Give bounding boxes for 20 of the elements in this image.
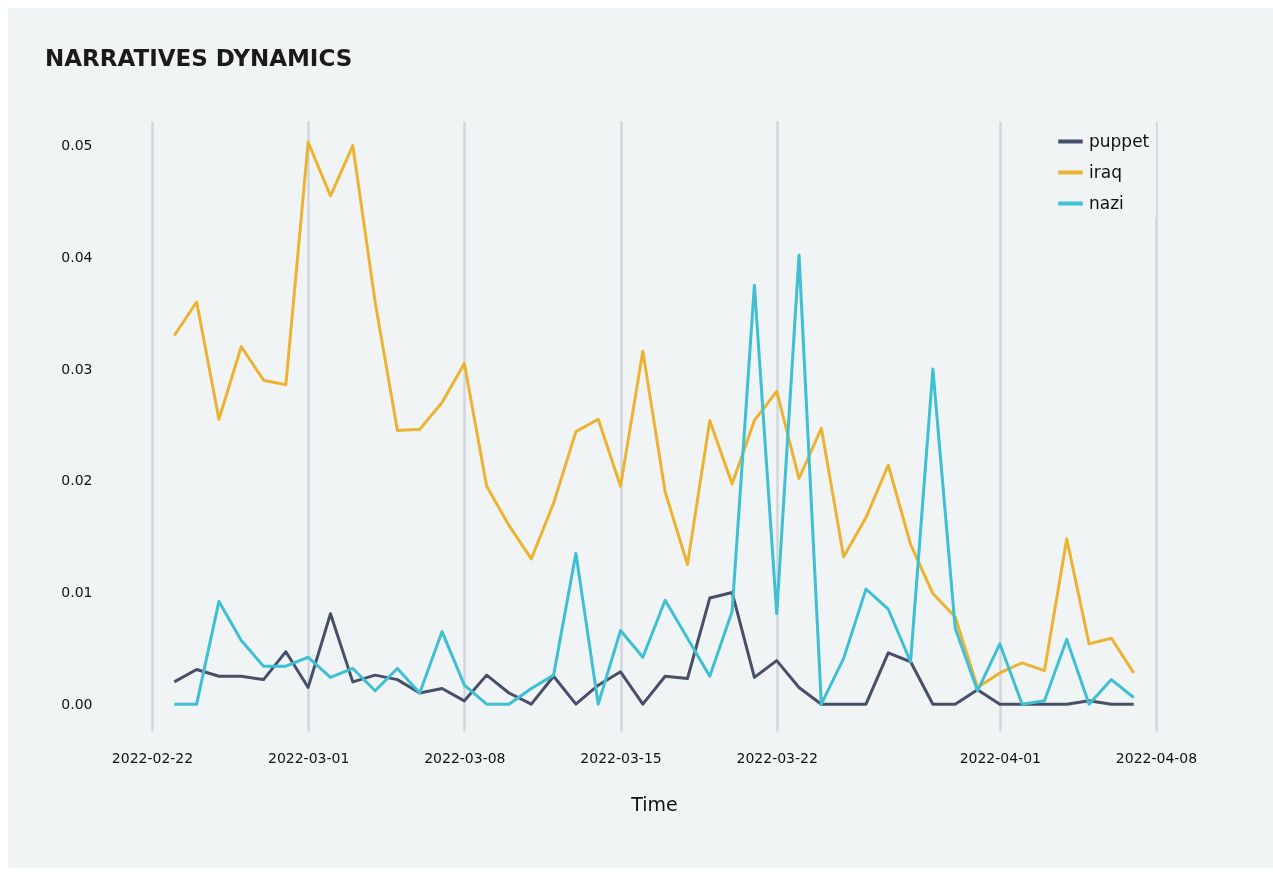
y-tick-label: 0.04 bbox=[61, 248, 93, 265]
line-series bbox=[172, 253, 1136, 706]
y-tick-label: 0.02 bbox=[61, 472, 93, 489]
chart-title: NARRATIVES DYNAMICS bbox=[45, 45, 353, 71]
y-tick-label: 0.05 bbox=[61, 137, 93, 154]
x-tick-label: 2022-03-22 bbox=[736, 749, 818, 766]
y-tick-label: 0.03 bbox=[61, 360, 93, 377]
x-tick-label: 2022-03-08 bbox=[424, 749, 506, 766]
y-tick-label: 0.01 bbox=[61, 583, 93, 600]
legend-label: puppet bbox=[1089, 130, 1150, 151]
x-tick-label: 2022-02-22 bbox=[111, 749, 194, 766]
y-tick-label: 0.00 bbox=[61, 695, 93, 712]
x-axis-title: Time bbox=[630, 792, 678, 815]
legend-label: iraq bbox=[1089, 161, 1122, 182]
x-tick-label: 2022-03-15 bbox=[580, 749, 662, 766]
legend-label: nazi bbox=[1089, 192, 1124, 213]
x-tick-label: 2022-04-08 bbox=[1115, 749, 1198, 766]
line-series bbox=[172, 590, 1136, 706]
x-tick-label: 2022-03-01 bbox=[267, 749, 350, 766]
x-tick-label: 2022-04-01 bbox=[959, 749, 1042, 766]
